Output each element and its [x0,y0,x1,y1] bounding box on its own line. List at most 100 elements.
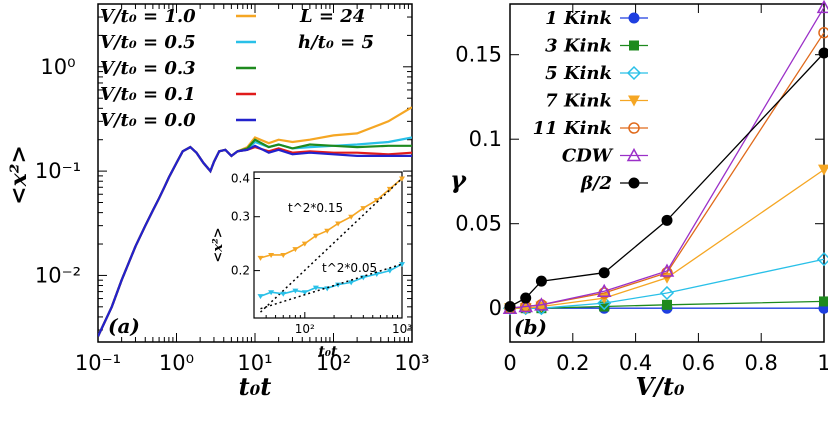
y-tick-label-b: 0.15 [455,43,502,67]
data-marker [818,47,828,59]
data-marker [520,292,532,304]
inset-marker [312,233,319,239]
inset-marker [292,288,299,294]
inset-marker [373,198,380,204]
panel-label: (a) [108,314,140,338]
inset-marker [335,282,342,288]
legend-marker [628,12,640,24]
inset-marker [360,206,367,212]
legend-label-b: 11 Kink [533,118,612,139]
inset-marker [399,176,405,182]
fit-label-1: t^2*0.15 [288,201,343,215]
data-marker [659,263,675,277]
data-marker [819,296,828,307]
data-marker [661,214,673,226]
inset-marker [280,291,287,297]
inset-y-tick-label: 0.3 [231,210,250,224]
series-line [98,144,412,337]
legend-marker [626,147,642,162]
data-marker [816,252,828,267]
panel-a: 10⁻¹ 10⁰ 10¹ 10² 10³ 10⁻² 10⁻¹ 10⁰ t₀t <x²> (a) V/t… [6,3,430,401]
x-axis-label-b: V/t₀ [636,372,685,401]
legend-marker [628,95,640,107]
x-tick-label-b: 0 [503,351,516,375]
y-tick-label-b: 0 [489,296,502,320]
annotation-h: h/t₀ = 5 [298,32,374,53]
x-tick-label: 10³ [394,351,429,375]
legend-label: V/t₀ = 0.3 [100,58,196,79]
legend-label: V/t₀ = 1.0 [100,6,196,27]
data-marker [518,298,533,313]
fit-label-2: t^2*0.05 [322,261,377,275]
data-marker [597,296,612,311]
inset-marker [292,247,299,253]
legend-label-b: 3 Kink [545,36,612,57]
inset-x-tick-label: 10³ [392,322,412,336]
x-tick-label: 10² [316,351,351,375]
data-marker [662,299,672,310]
inset-y-label: <x²> [211,227,226,262]
data-marker [534,297,549,311]
legend-label-b: 7 Kink [545,91,612,112]
data-marker [659,285,675,301]
legend-marker [628,177,640,189]
inset-frame [253,171,403,319]
legend-label-b: CDW [562,146,614,167]
x-tick-label-b: 1 [817,351,828,375]
legend-label-b: 5 Kink [545,63,612,84]
inset-y-tick-label: 0.4 [231,171,250,185]
x-tick-label-b: 0.8 [744,351,777,375]
inset-marker [257,255,264,261]
inset-marker [324,228,331,234]
y-tick-label-b: 0.05 [455,212,502,236]
data-marker [535,275,547,287]
inset-panel: 10² 10³ 0.2 0.3 0.4 t₀t <x²> t^2*0.15 t^2*0.05 [211,171,412,360]
data-marker [818,26,828,39]
data-marker [596,283,612,298]
y-tick-label: 10⁰ [40,55,75,79]
inset-x-label: t₀t [318,344,338,360]
inset-y-tick-label: 0.2 [231,264,250,278]
legend-label: V/t₀ = 0.5 [100,32,196,53]
legend-label-b: 1 Kink [545,8,612,29]
inset-x-tick-label: 10² [295,322,315,336]
x-tick-label-b: 0.2 [556,351,589,375]
y-tick-label: 10⁻¹ [35,159,81,183]
panel-b: 0 0.2 0.4 0.6 0.8 1 0 0.05 0.1 0.15 V/t₀ γ (b) 1 Kink… [450,0,828,401]
inset-marker [257,294,264,300]
legend-marker [629,40,639,51]
inset-marker [399,262,405,268]
data-marker [504,301,516,313]
legend-label: V/t₀ = 0.0 [100,110,196,131]
data-marker [816,0,828,14]
inset-marker [335,221,342,227]
legend-label-b: β/2 [580,173,612,194]
x-tick-label-b: 0.6 [682,351,715,375]
inset-marker [301,241,308,247]
legend-marker [626,65,642,81]
inset-marker [301,290,308,296]
x-axis-label: t₀t [239,372,272,401]
inset-marker [268,252,275,258]
data-marker [599,301,610,312]
inset-marker [348,214,355,220]
y-tick-label: 10⁻² [35,263,81,287]
y-tick-label-b: 0.1 [469,127,502,151]
inset-marker [280,252,287,258]
inset-marker [268,290,275,296]
x-tick-label: 10⁻¹ [75,351,121,375]
data-marker [818,164,828,176]
x-tick-label: 10¹ [237,351,272,375]
y-axis-label-b: γ [450,165,467,194]
panel-label-b: (b) [514,315,547,339]
inset-marker [348,280,355,286]
x-tick-label-b: 0.4 [619,351,652,375]
x-tick-label: 10⁰ [159,351,194,375]
inset-marker [386,268,393,274]
inset-marker [312,285,319,291]
legend-marker [628,122,640,134]
legend-label: V/t₀ = 0.1 [100,84,196,105]
data-marker [598,267,610,279]
annotation-l: L = 24 [299,6,365,27]
